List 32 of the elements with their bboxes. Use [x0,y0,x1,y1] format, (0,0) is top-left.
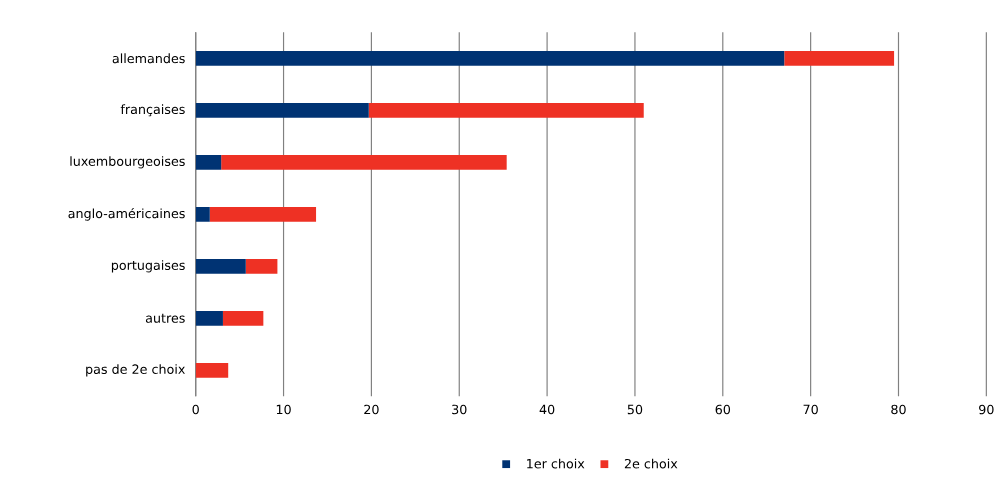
bar [368,102,644,118]
x-tick-label: 40 [539,404,555,415]
x-tick-label: 80 [891,404,906,415]
x-tick-label: 90 [979,404,994,415]
y-tick-label: allemandes [112,53,185,64]
y-tick-label: luxembourgeoises [70,155,185,169]
bar [195,50,785,66]
x-tick-label: 10 [276,404,291,415]
x-tick-label: 20 [364,404,379,415]
bar [221,154,507,170]
legend-label: 2e choix [624,458,678,469]
x-tick-label: 30 [452,404,467,415]
y-tick-label: françaises [120,104,185,117]
bar [195,310,223,326]
bar [195,206,210,222]
bar [784,50,895,66]
bar [195,102,369,118]
bar [245,258,278,274]
bar [195,362,229,378]
y-tick-label: autres [145,313,185,323]
y-tick-label: portugaises [111,259,185,273]
bar [195,258,246,274]
bar [195,154,222,170]
x-tick-label: 60 [715,404,731,415]
y-tick-label: pas de 2e choix [86,363,185,377]
x-tick-label: 50 [627,404,643,415]
x-tick-label: 70 [803,404,818,415]
legend-label: 1er choix [527,458,585,469]
bar [209,206,317,222]
bar [222,310,264,326]
y-tick-label: anglo-américaines [68,207,185,221]
x-tick-label: 0 [192,404,199,415]
